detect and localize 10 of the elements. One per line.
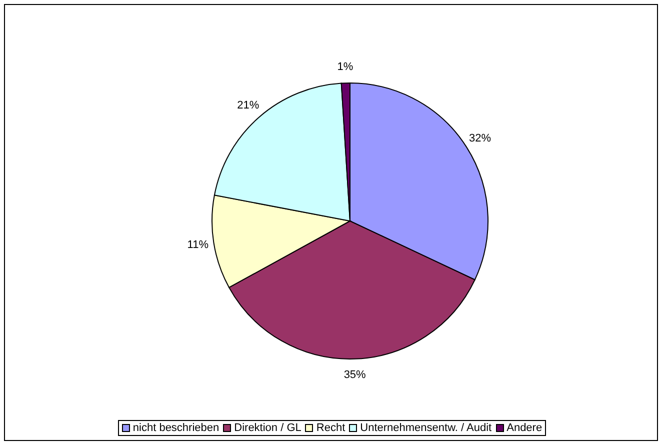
- legend-label: Andere: [506, 422, 542, 434]
- legend-label: nicht beschrieben: [132, 422, 220, 434]
- data-label: 1%: [337, 61, 354, 74]
- data-label: 11%: [187, 239, 209, 252]
- legend-label: Direktion / GL: [233, 422, 302, 434]
- data-label: 32%: [469, 132, 492, 144]
- legend-label: Recht: [315, 422, 346, 434]
- data-label: 35%: [344, 368, 366, 381]
- data-label: 21%: [237, 99, 260, 112]
- legend-label: Unternehmensentw. / Audit: [359, 422, 492, 434]
